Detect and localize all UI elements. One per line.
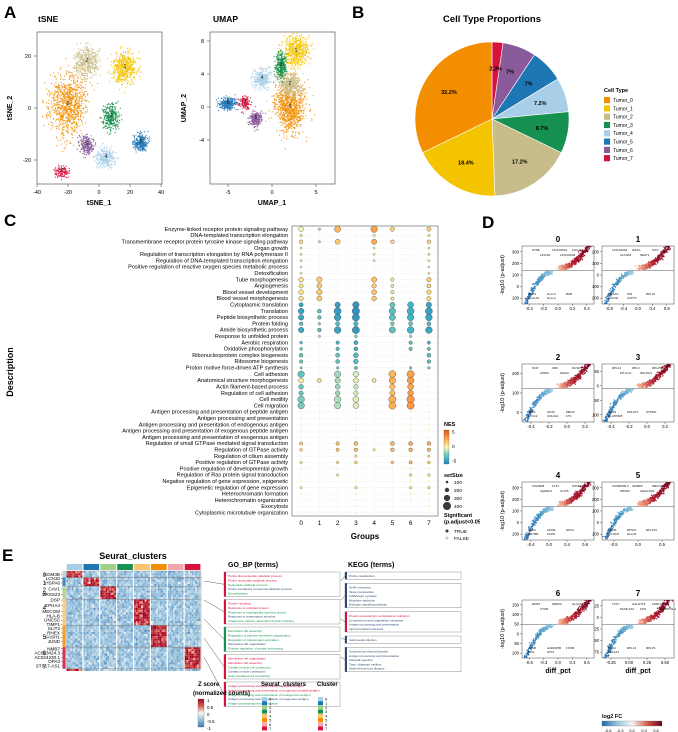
umap-title: UMAP bbox=[213, 14, 238, 24]
panel-c-letter: C bbox=[4, 211, 17, 230]
pie-title: Cell Type Proportions bbox=[443, 14, 541, 25]
panel-e: E Seurat_clusters GO_BP (terms) KEGG (te… bbox=[0, 545, 480, 732]
panel-b: B Cell Type Proportions 2.3% 7% 7% 7.2% 8.7%… bbox=[340, 0, 678, 212]
svg-text:3: 3 bbox=[110, 113, 113, 119]
panel-d: D 0 NT5E LINC01619 FOCAD LINC02 LINC01904 CAPS… bbox=[480, 212, 678, 732]
svg-text:2: 2 bbox=[86, 58, 89, 64]
svg-text:7: 7 bbox=[61, 168, 64, 174]
umap-ylabel: UMAP_2 bbox=[181, 94, 188, 123]
tsne-ylabel: tSNE_2 bbox=[7, 96, 14, 121]
panel-d-letter: D bbox=[482, 213, 495, 232]
panel-e-heatmap: Seurat_clusters GO_BP (terms) KEGG (term… bbox=[34, 551, 462, 731]
e-heatmap-cells bbox=[62, 570, 202, 671]
c-gridlines bbox=[292, 226, 438, 516]
c-description-labels: Enzyme-linked receptor protein signaling… bbox=[122, 227, 289, 517]
c-nes-title: NES bbox=[444, 422, 456, 428]
panel-a-letter: A bbox=[4, 3, 17, 22]
panel-c: C Enzyme-linked receptor protein signali… bbox=[0, 212, 480, 545]
tsne-xlabel: tSNE_1 bbox=[87, 200, 112, 207]
pie-value-labels: 2.3%7%7%7.2%8.7%17.2%18.4%32.2% bbox=[441, 66, 548, 166]
c-sig-title: Significant bbox=[444, 513, 472, 519]
svg-text:1: 1 bbox=[124, 64, 127, 70]
umap-xlabel: UMAP_1 bbox=[258, 200, 287, 207]
c-setsize-title: setSize bbox=[444, 473, 463, 479]
e-go-term-blocks: Purine ribonucleotide catabolic processP… bbox=[223, 571, 341, 707]
pie-legend-title: Cell Type bbox=[604, 88, 628, 94]
c-ylabel: Description bbox=[5, 347, 15, 397]
e-link-lines bbox=[203, 575, 346, 695]
e-cluster-colorbar bbox=[66, 564, 201, 570]
svg-text:6: 6 bbox=[86, 141, 89, 147]
panel-b-pie: Cell Type Proportions 2.3%7%7%7.2%8.7%17… bbox=[414, 14, 633, 197]
panel-b-letter: B bbox=[352, 3, 365, 22]
d-legend-title: log2 FC bbox=[602, 714, 622, 720]
svg-text:0: 0 bbox=[67, 101, 70, 107]
c-plot-frame bbox=[291, 225, 439, 517]
svg-text:4: 4 bbox=[105, 154, 108, 160]
e-heatmap-title: Seurat_clusters bbox=[99, 551, 167, 561]
c-nes-legend: 50-5 bbox=[443, 430, 457, 465]
c-dots bbox=[297, 225, 433, 515]
e-cl-title: Cluster bbox=[317, 682, 338, 688]
pie-slices bbox=[414, 41, 570, 197]
e-kegg-title: KEGG (terms) bbox=[348, 562, 394, 569]
e-cluster-legend: 0 01 12 23 34 45 56 67 7 bbox=[262, 697, 328, 731]
e-zscore-legend: 10.50-0.5-1 bbox=[197, 698, 215, 731]
c-sig-sub: (p.adjust<0.05) bbox=[444, 520, 480, 526]
svg-text:5: 5 bbox=[140, 139, 143, 145]
c-xlabel: Groups bbox=[351, 532, 380, 541]
d-log2fc-legend: -0.6 -0.3 0.0 0.3 0.6 bbox=[601, 720, 663, 732]
e-sc-title: Seurat_clusters bbox=[261, 682, 307, 688]
tsne-points: 0 1 2 3 4 5 6 7 bbox=[41, 41, 151, 181]
panel-c-dotplot: Enzyme-linked receptor protein signaling… bbox=[5, 225, 480, 542]
e-zscore-title: Z score bbox=[198, 682, 220, 688]
e-zscore-sub: (normalized counts) bbox=[193, 691, 250, 697]
e-gene-labels: KDM3BLCN10HSPA6CAV1PRSS23DSPEPHA4MECOMHL… bbox=[34, 572, 63, 668]
e-go-title: GO_BP (terms) bbox=[228, 562, 278, 569]
tsne-title: tSNE bbox=[38, 14, 59, 24]
pie-legend: Tumor_0Tumor_1Tumor_2Tumor_3Tumor_4Tumor… bbox=[604, 97, 633, 162]
panel-e-letter: E bbox=[2, 546, 14, 565]
